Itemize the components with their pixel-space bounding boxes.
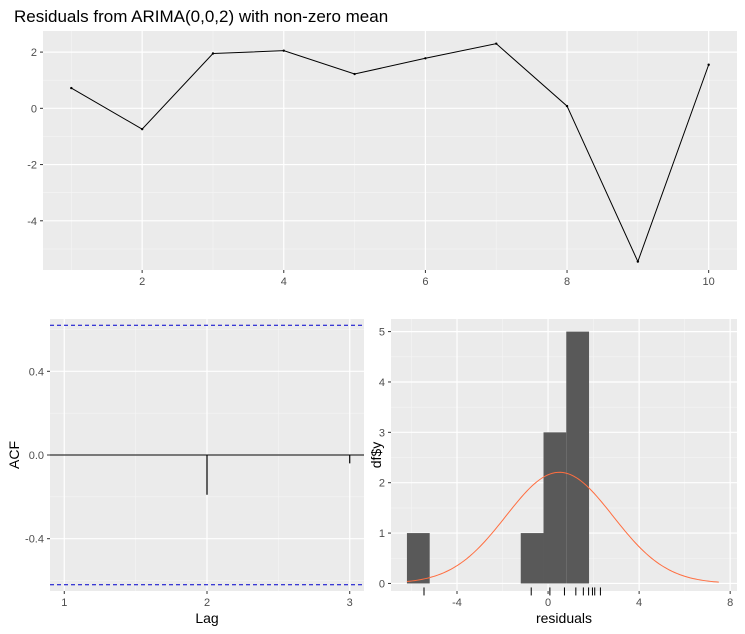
histogram-series bbox=[406, 331, 719, 596]
acf-y-tick-label: 0.0 bbox=[29, 450, 44, 462]
residual-point bbox=[495, 42, 498, 45]
histogram-bar bbox=[543, 432, 567, 584]
histogram-y-tick-label: 3 bbox=[379, 427, 385, 439]
histogram-x-tick-label: 4 bbox=[636, 597, 642, 609]
residual-y-tick-label: -2 bbox=[27, 160, 37, 172]
residual-line-panel: 2 4 6 8 10 -4 -2 0 2 bbox=[27, 31, 737, 288]
residual-y-tick-label: -4 bbox=[27, 216, 37, 228]
histogram-y-tick-label: 0 bbox=[379, 578, 385, 590]
histogram-x-tick-label: 0 bbox=[545, 597, 551, 609]
residual-point bbox=[565, 104, 569, 108]
residual-x-tick-label: 10 bbox=[703, 276, 715, 288]
acf-ticks: 1 2 3 -0.4 0.0 0.4 bbox=[25, 366, 353, 609]
residual-line-grid bbox=[43, 31, 737, 270]
residual-x-tick-label: 4 bbox=[281, 276, 287, 288]
residual-point bbox=[353, 72, 356, 76]
residual-line-background bbox=[43, 31, 737, 270]
histogram-y-tick-label: 4 bbox=[379, 377, 385, 389]
histogram-y-axis-title: df$y bbox=[368, 442, 384, 468]
acf-y-tick-label: 0.4 bbox=[29, 366, 44, 378]
histogram-y-tick-label: 1 bbox=[379, 528, 385, 540]
residual-point bbox=[70, 86, 73, 90]
residual-line bbox=[71, 43, 710, 263]
residual-point bbox=[140, 127, 144, 131]
residual-line-ticks: 2 4 6 8 10 -4 -2 0 2 bbox=[27, 47, 715, 288]
histogram-x-axis-title: residuals bbox=[536, 610, 592, 626]
acf-x-tick-label: 3 bbox=[347, 597, 353, 609]
acf-y-axis-title: ACF bbox=[6, 441, 22, 469]
residual-point bbox=[636, 260, 640, 263]
acf-x-axis-title: Lag bbox=[195, 610, 218, 626]
histogram-x-tick-label: 8 bbox=[727, 597, 733, 609]
residual-x-tick-label: 8 bbox=[564, 276, 570, 288]
histogram-y-tick-label: 2 bbox=[379, 478, 385, 490]
histogram-y-tick-label: 5 bbox=[379, 327, 385, 339]
residual-x-tick-label: 6 bbox=[422, 276, 428, 288]
residual-point bbox=[282, 49, 285, 52]
acf-x-tick-label: 1 bbox=[61, 597, 67, 609]
histogram-panel: -4 0 4 8 0 1 2 3 4 5 residuals df$y bbox=[368, 319, 737, 626]
residual-line-series bbox=[70, 42, 710, 263]
acf-series bbox=[50, 324, 364, 586]
residual-point bbox=[424, 57, 427, 60]
density-curve bbox=[406, 471, 719, 583]
residual-point bbox=[211, 52, 215, 55]
histogram-x-tick-label: -4 bbox=[452, 597, 462, 609]
histogram-ticks: -4 0 4 8 0 1 2 3 4 5 bbox=[379, 327, 733, 609]
residual-y-tick-label: 2 bbox=[31, 47, 37, 59]
residual-point bbox=[707, 63, 710, 66]
histogram-bar bbox=[520, 533, 544, 584]
histogram-bar bbox=[406, 533, 430, 584]
chart-title: Residuals from ARIMA(0,0,2) with non-zer… bbox=[14, 7, 388, 26]
acf-y-tick-label: -0.4 bbox=[25, 534, 44, 546]
histogram-bar bbox=[566, 331, 590, 584]
acf-panel: 1 2 3 -0.4 0.0 0.4 Lag ACF bbox=[6, 319, 364, 626]
residual-x-tick-label: 2 bbox=[139, 276, 145, 288]
acf-x-tick-label: 2 bbox=[204, 597, 210, 609]
residual-y-tick-label: 0 bbox=[31, 103, 37, 115]
